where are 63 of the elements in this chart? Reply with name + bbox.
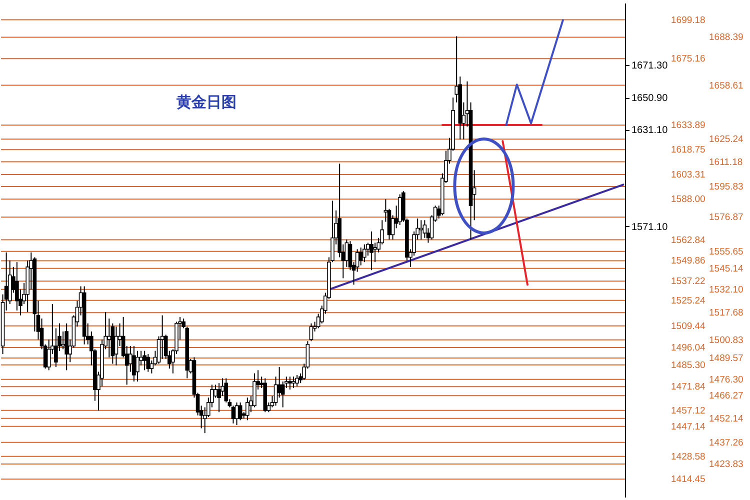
ref-line-label: 1633.89 xyxy=(671,120,706,132)
ref-line-label: 1517.68 xyxy=(709,308,744,319)
ref-line-label: 1447.14 xyxy=(671,421,706,432)
candlestick xyxy=(160,314,164,360)
candlestick xyxy=(238,402,242,421)
ref-line-label: 1457.12 xyxy=(671,405,706,416)
ref-line-label: 1588.00 xyxy=(671,194,706,206)
ref-line-label: 1485.30 xyxy=(671,360,706,371)
ref-line-label: 1595.83 xyxy=(709,182,744,193)
ref-line-label: 1625.24 xyxy=(709,134,744,146)
text: 黄金日图 xyxy=(176,93,236,111)
ref-line-label: 1537.22 xyxy=(671,276,706,288)
y-tick-label: 1631.10 xyxy=(632,125,668,136)
candlestick xyxy=(373,242,377,263)
candlestick xyxy=(358,247,363,266)
ref-line-label: 1675.16 xyxy=(671,54,706,65)
ref-line-label: 1423.83 xyxy=(709,459,744,470)
ref-line-label: 1618.75 xyxy=(671,144,706,156)
candlestick xyxy=(142,350,146,371)
ref-line-label: 1603.31 xyxy=(671,169,706,180)
candlestick xyxy=(292,376,296,388)
ref-line-label: 1428.58 xyxy=(671,451,706,462)
ref-line-label: 1496.04 xyxy=(671,342,706,354)
candlestick xyxy=(217,382,221,413)
candlestick xyxy=(136,350,140,382)
candlestick xyxy=(362,244,366,263)
candlestick xyxy=(64,322,68,371)
candlestick xyxy=(107,318,112,358)
ref-line-label: 1611.18 xyxy=(709,156,743,168)
ref-line-label: 1555.65 xyxy=(709,246,744,258)
ref-line-label: 1699.18 xyxy=(671,14,706,26)
ref-line-label: 1562.84 xyxy=(671,234,706,246)
candlestick xyxy=(295,374,299,387)
y-tick-label: 1650.90 xyxy=(632,93,668,104)
ref-line-label: 1658.61 xyxy=(709,80,744,92)
line-series xyxy=(505,19,564,126)
candlestick xyxy=(419,220,424,240)
candlestick xyxy=(288,376,292,390)
candlestick xyxy=(146,354,150,372)
ref-line-label: 1489.57 xyxy=(709,352,744,364)
ref-line-label: 1452.14 xyxy=(709,413,744,424)
ref-line-label: 1471.84 xyxy=(671,382,706,393)
ref-line-label: 1509.44 xyxy=(671,320,706,332)
candlestick xyxy=(132,345,136,382)
ref-line-label: 1688.39 xyxy=(709,32,744,44)
ref-line-label: 1476.30 xyxy=(709,374,744,386)
ref-line-label: 1466.27 xyxy=(709,390,744,402)
ref-line-label: 1545.14 xyxy=(709,263,744,274)
ref-line-label: 1532.10 xyxy=(709,284,744,296)
y-tick-label: 1671.30 xyxy=(632,60,668,72)
ref-line-label: 1437.26 xyxy=(709,437,744,448)
candlestick xyxy=(234,402,239,426)
ref-line-label: 1549.86 xyxy=(671,256,706,267)
ref-line-label: 1500.83 xyxy=(709,334,744,346)
candlestick xyxy=(309,322,314,342)
candlestick xyxy=(114,326,118,366)
candlestick xyxy=(422,220,427,238)
ref-line-label: 1414.45 xyxy=(671,474,706,486)
candlestick xyxy=(246,397,250,421)
ref-line-label: 1576.87 xyxy=(709,212,744,224)
ref-line-label: 1525.24 xyxy=(671,295,706,306)
candlestick xyxy=(370,230,374,271)
y-tick-label: 1571.10 xyxy=(632,222,668,233)
